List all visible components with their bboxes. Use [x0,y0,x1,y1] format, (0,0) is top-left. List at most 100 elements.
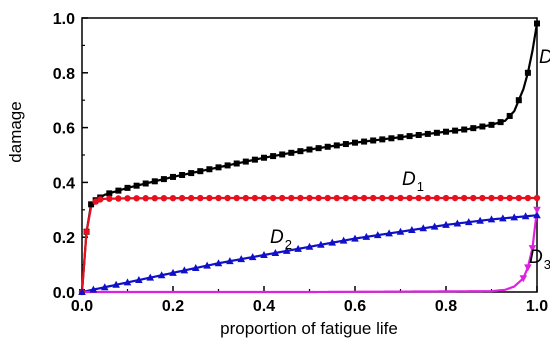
data-point-d [534,20,540,27]
data-point-d2 [453,219,462,227]
data-point-d1 [442,194,450,202]
series-label-d: D [539,47,550,68]
data-point-d1 [269,194,277,202]
data-point-d [479,123,486,130]
data-point-d1 [115,195,122,202]
data-point-d1 [215,194,222,202]
data-point-d [215,164,222,171]
data-point-d [288,149,295,156]
data-point-d1 [315,194,322,202]
data-point-d2 [271,248,280,256]
data-point-d1 [506,194,513,202]
data-point-d [361,138,368,145]
data-point-d3 [528,245,537,253]
data-point-d1 [251,194,259,202]
data-point-d [443,128,449,135]
x-tick-label: 0.4 [253,298,275,315]
data-point-d1 [83,228,90,235]
data-point-d1 [133,195,140,202]
data-point-d2 [123,278,132,286]
data-point-d1 [233,194,240,202]
data-point-d2 [328,238,337,246]
data-point-d2 [476,216,484,224]
data-point-d1 [333,194,340,202]
data-point-d1 [279,194,286,202]
data-point-d [333,142,340,149]
data-point-d2 [135,276,143,284]
data-point-d2 [294,244,302,252]
y-tick-label: 1.0 [53,11,75,28]
tick-labels: 0.0 0.2 0.4 0.6 0.8 1.0 0.0 0.2 0.4 0.6 0.8 1.0 [53,11,548,315]
data-point-d2 [464,218,473,226]
data-point-d2 [100,283,109,291]
data-point-d1 [160,194,168,202]
series-lines [80,23,539,294]
data-point-d2 [521,212,530,220]
data-point-d [515,97,522,104]
data-point-d2 [351,234,359,242]
series-line-d3 [82,209,539,294]
data-point-d2 [226,257,234,265]
data-point-d [88,201,95,208]
data-point-d1 [388,194,395,202]
data-point-d2 [499,214,507,222]
data-point-d [306,146,313,153]
data-point-d2 [510,213,519,221]
data-point-d1 [451,194,459,202]
data-point-d1 [106,195,113,202]
series-line-d [80,23,539,293]
data-point-d2 [112,280,120,288]
plot-frame [81,17,538,293]
data-point-d [279,151,286,158]
data-point-d1 [169,194,177,202]
data-point-d [224,162,231,169]
data-point-d1 [188,194,195,202]
data-point-d [506,112,513,119]
data-point-d [470,125,477,132]
data-point-d2 [169,268,177,276]
data-point-d2 [533,211,541,219]
data-point-d [206,166,213,173]
data-point-d1 [351,194,359,202]
data-point-d [315,145,322,152]
data-point-d2 [282,246,291,254]
data-point-d [342,141,349,148]
data-point-d [124,184,131,191]
data-point-d1 [178,194,186,202]
series-label-d3: D3 [529,247,550,272]
data-point-d2 [203,261,211,269]
data-point-d1 [142,195,149,202]
data-point-d2 [373,231,382,239]
data-point-d2 [419,224,428,232]
data-point-d [424,130,431,137]
data-point-d [488,121,495,128]
data-point-d [397,134,404,141]
data-point-d [524,69,531,76]
data-point-d2 [396,227,405,235]
series-markers [78,20,541,296]
data-point-d1 [488,194,495,202]
x-tick-label: 0.6 [344,298,366,315]
data-point-d2 [339,236,348,244]
data-point-d [324,143,331,150]
x-tick-label: 0.2 [162,298,184,315]
data-point-d1 [324,194,331,202]
data-point-d [242,158,249,165]
data-point-d1 [470,194,477,202]
data-point-d [142,180,149,187]
data-point-d3 [519,275,528,283]
data-point-d2 [430,222,439,230]
data-point-d [179,172,186,179]
data-point-d1 [370,194,377,202]
data-point-d2 [237,255,246,263]
data-point-d1 [224,194,231,202]
data-point-d [197,168,204,175]
axis-ticks [81,17,538,293]
data-point-d2 [362,232,371,240]
data-point-d1 [260,194,268,202]
data-point-d1 [360,194,368,202]
data-point-d2 [214,259,223,267]
data-point-d1 [297,194,304,202]
plot-area [81,17,538,293]
